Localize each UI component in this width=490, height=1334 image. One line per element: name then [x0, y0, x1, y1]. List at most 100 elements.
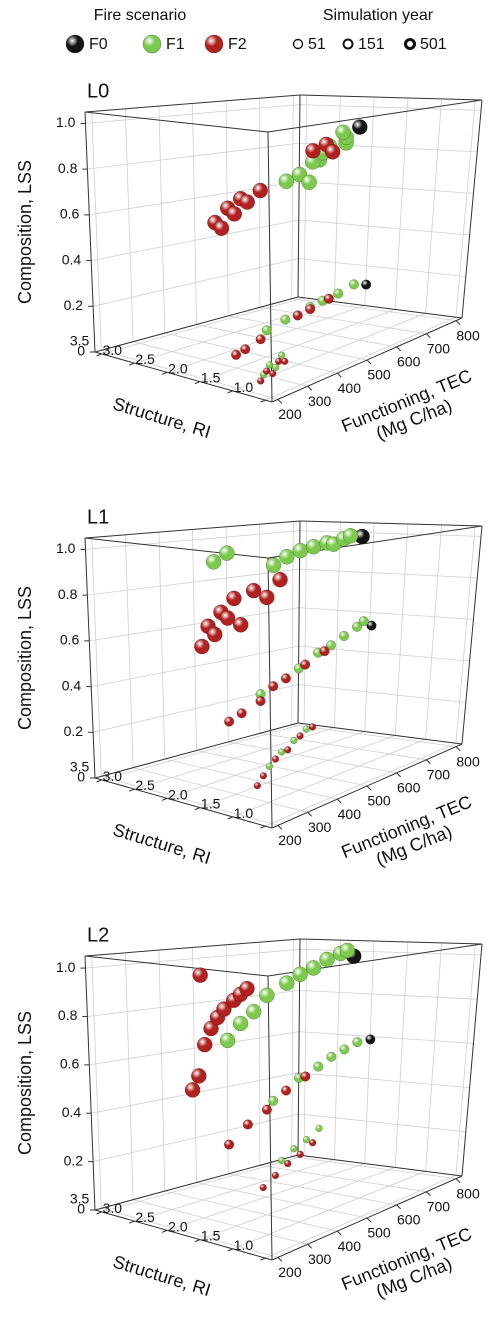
box-edge [94, 1209, 273, 1261]
point [300, 659, 311, 670]
box-edge [267, 975, 273, 1261]
point [300, 1071, 311, 1082]
point [277, 748, 286, 756]
x-tick [277, 825, 283, 830]
x-tick [366, 1217, 372, 1223]
x-tick-label: 600 [397, 780, 421, 796]
legend-marker [204, 34, 224, 54]
point [292, 310, 303, 321]
x-tick-label: 300 [308, 819, 332, 835]
y-tick-label: 1.5 [201, 796, 221, 812]
box-edge [84, 938, 301, 957]
point [352, 621, 363, 632]
legend-title: Fire scenario [94, 7, 187, 24]
x-tick-label: 700 [427, 1198, 451, 1214]
point [252, 182, 269, 199]
z-tick-label: 0.6 [60, 632, 80, 648]
point [292, 966, 308, 983]
x-tick-label: 200 [278, 832, 302, 848]
y-tick [96, 1211, 102, 1215]
z-tick-label: 1.0 [56, 540, 76, 556]
point [292, 542, 309, 559]
y-axis-label: Structure, RI [111, 819, 213, 868]
y-tick [161, 1229, 168, 1233]
x-tick [336, 372, 342, 378]
point [262, 367, 271, 375]
point [242, 1119, 253, 1130]
point [348, 279, 359, 290]
point [265, 557, 282, 573]
point [236, 708, 247, 719]
y-tick [194, 1239, 201, 1243]
point [232, 1015, 249, 1032]
point [319, 646, 330, 657]
point [230, 349, 242, 360]
point [319, 951, 335, 968]
legend-size-marker [342, 38, 354, 50]
z-tick-label: 0 [77, 1201, 85, 1217]
y-tick [194, 807, 201, 811]
grid-line [124, 952, 308, 1245]
point [351, 119, 368, 135]
z-tick-label: 0.6 [60, 206, 80, 222]
grid-line [291, 95, 457, 321]
point [280, 1085, 292, 1096]
point [268, 681, 279, 692]
x-tick-label: 600 [397, 354, 421, 370]
point [278, 173, 295, 190]
box-edge [94, 296, 299, 353]
x-tick [455, 746, 461, 751]
point [342, 528, 359, 544]
point [305, 304, 316, 315]
legend-marker [142, 34, 162, 54]
x-tick [396, 1204, 402, 1210]
point [325, 640, 337, 651]
point [271, 1171, 280, 1180]
z-tick-label: 0.2 [64, 723, 84, 739]
x-tick-label: 400 [338, 806, 362, 822]
box-edge [461, 943, 483, 1177]
point [196, 1036, 213, 1053]
grid-line [91, 1072, 470, 1114]
point [280, 314, 291, 325]
point [308, 723, 317, 731]
x-tick [426, 333, 431, 339]
point [338, 630, 350, 642]
point [302, 725, 310, 733]
point [305, 960, 322, 976]
box-edge [299, 520, 483, 527]
legend-label: 501 [420, 36, 447, 53]
point [290, 1145, 298, 1153]
point [245, 582, 262, 599]
y-tick-label: 3.0 [103, 768, 123, 784]
box-edge [297, 722, 463, 745]
point [257, 377, 265, 385]
point [259, 772, 268, 780]
y-tick-label: 2.0 [168, 786, 188, 802]
x-tick-label: 600 [397, 1212, 421, 1228]
grid-line [87, 142, 478, 170]
x-tick [396, 346, 402, 352]
grid-line [89, 607, 474, 642]
x-tick [277, 1257, 283, 1262]
y-tick [129, 362, 135, 366]
grid-line [291, 521, 457, 747]
x-tick [426, 1191, 431, 1197]
grid-line [85, 948, 482, 969]
point [324, 144, 341, 160]
grid-line [134, 940, 341, 1222]
point [278, 351, 286, 359]
point [226, 590, 242, 607]
box-edge [267, 131, 273, 403]
z-tick-label: 0 [77, 769, 85, 785]
box-edge [94, 722, 299, 779]
point [335, 124, 351, 141]
box-edge [299, 94, 483, 101]
x-tick-label: 500 [367, 793, 391, 809]
z-tick-label: 0.2 [64, 1152, 84, 1168]
grid-line [91, 219, 470, 261]
y-tick [194, 381, 201, 385]
x-tick-label: 200 [278, 406, 302, 422]
point [232, 617, 249, 633]
grid-line [134, 522, 341, 790]
